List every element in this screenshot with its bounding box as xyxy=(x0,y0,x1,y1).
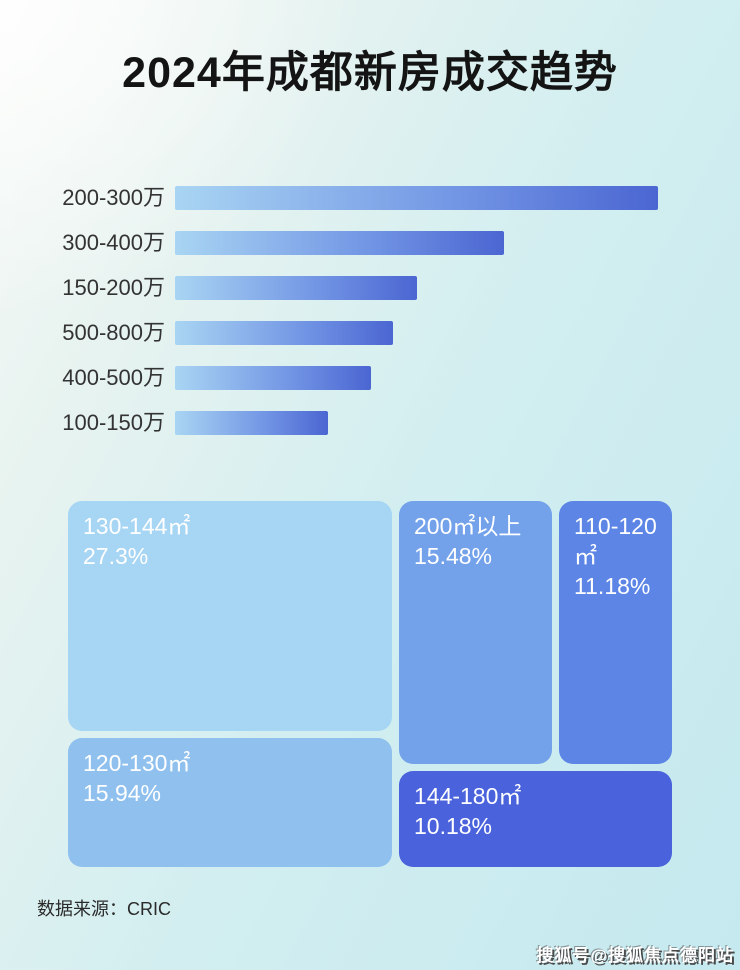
bar-track xyxy=(175,366,658,390)
bar-track xyxy=(175,276,658,300)
bar xyxy=(175,186,658,210)
bar xyxy=(175,366,372,390)
unit-area-treemap: 130-144㎡ 27.3% 120-130㎡ 15.94% 200㎡以上 15… xyxy=(68,501,672,867)
bar xyxy=(175,276,417,300)
bar-row: 150-200万 xyxy=(0,276,740,300)
bar-category-label: 400-500万 xyxy=(62,365,165,390)
treemap-block-144-180: 144-180㎡ 10.18% xyxy=(398,771,672,867)
bar xyxy=(175,321,393,345)
bar-track xyxy=(175,411,658,435)
bar-track xyxy=(175,321,658,345)
bar-track xyxy=(175,186,658,210)
page-title: 2024年成都新房成交趋势 xyxy=(122,49,618,97)
treemap-block-label: 120-130㎡ xyxy=(83,750,191,777)
bar-row: 300-400万 xyxy=(0,231,740,255)
treemap-block-percent: 11.18% xyxy=(574,572,651,599)
bar-category-label: 100-150万 xyxy=(62,410,165,435)
bar-category-label: 300-400万 xyxy=(62,230,165,255)
bar-category-label: 200-300万 xyxy=(62,185,165,210)
bar xyxy=(175,411,329,435)
treemap-block-label: 110-120㎡ xyxy=(574,513,657,569)
bar-row: 500-800万 xyxy=(0,321,740,345)
treemap-block-percent: 15.48% xyxy=(413,542,492,569)
data-source-label: 数据来源：CRIC xyxy=(37,899,171,919)
bar-row: 400-500万 xyxy=(0,366,740,390)
bar-row: 200-300万 xyxy=(0,186,740,210)
bar-category-label: 150-200万 xyxy=(62,275,165,300)
price-band-bar-chart: 200-300万 300-400万 150-200万 500-800万 400-… xyxy=(0,186,740,456)
bar-track xyxy=(175,231,658,255)
treemap-block-110-120: 110-120㎡ 11.18% xyxy=(559,501,672,765)
treemap-block-label: 200㎡以上 xyxy=(413,513,522,539)
treemap-block-130-144: 130-144㎡ 27.3% xyxy=(68,501,392,731)
treemap-block-percent: 27.3% xyxy=(83,542,149,569)
bar-row: 100-150万 xyxy=(0,411,740,435)
treemap-block-120-130: 120-130㎡ 15.94% xyxy=(68,738,392,867)
treemap-block-percent: 15.94% xyxy=(83,780,162,807)
treemap-block-label: 144-180㎡ xyxy=(413,783,522,810)
bar-category-label: 500-800万 xyxy=(62,320,165,345)
watermark: 搜狐号@搜狐焦点德阳站 xyxy=(536,946,734,965)
bar xyxy=(175,231,504,255)
treemap-block-200-plus: 200㎡以上 15.48% xyxy=(398,501,552,765)
treemap-block-percent: 10.18% xyxy=(413,812,492,839)
treemap-block-label: 130-144㎡ xyxy=(83,513,191,539)
